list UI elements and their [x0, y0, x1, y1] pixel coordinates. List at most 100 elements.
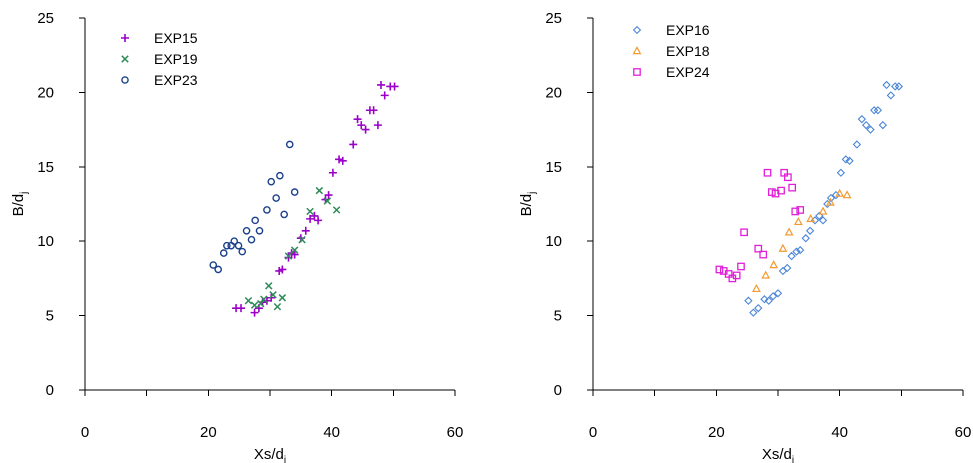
data-point [866, 125, 875, 134]
data-point [769, 260, 779, 269]
data-point [737, 262, 745, 271]
y-tick-label: 20 [545, 84, 562, 101]
data-point [298, 235, 306, 244]
data-point [263, 206, 271, 214]
data-point [764, 296, 773, 305]
data-point [845, 156, 854, 166]
x-tick-label: 0 [589, 424, 597, 441]
legend-marker [121, 55, 129, 63]
data-point [247, 235, 256, 244]
data-point [278, 265, 287, 274]
data-point [349, 140, 358, 149]
x-tick-label: 20 [708, 424, 725, 441]
data-point [290, 246, 299, 254]
data-point [276, 171, 284, 180]
data-point [306, 214, 315, 223]
data-point [324, 191, 333, 200]
data-point [890, 82, 900, 91]
x-tick-label: 0 [81, 424, 89, 441]
data-point [754, 244, 763, 253]
data-point [744, 296, 753, 305]
series-exp15 [232, 80, 399, 317]
data-point [328, 168, 337, 177]
data-point [219, 249, 228, 257]
data-point [269, 291, 277, 299]
data-point [873, 106, 883, 115]
x-tick-label: 40 [831, 424, 848, 441]
data-point [818, 206, 828, 215]
data-point [280, 210, 288, 219]
y-tick-label: 10 [545, 233, 562, 250]
data-point [377, 80, 385, 89]
x-tick-label: 20 [200, 424, 217, 441]
data-point [251, 216, 259, 225]
data-point [290, 250, 299, 259]
data-point [862, 120, 871, 130]
data-point [244, 296, 253, 305]
data-point [763, 168, 772, 177]
data-point [788, 183, 797, 192]
data-point [284, 252, 293, 260]
data-point [301, 226, 310, 235]
data-point [835, 188, 845, 197]
data-point [262, 296, 271, 305]
data-point [761, 270, 771, 279]
legend: EXP15 EXP19 EXP23 [121, 30, 198, 88]
legend: EXP16 EXP18 EXP24 [632, 22, 710, 80]
data-point [831, 190, 841, 200]
x-axis-title: Xs/di [254, 446, 286, 463]
legend-label: EXP23 [154, 72, 198, 88]
data-point [250, 301, 259, 309]
series-exp16 [744, 80, 904, 317]
data-point [390, 82, 399, 91]
data-point [792, 247, 801, 256]
data-point [778, 266, 788, 276]
data-point [749, 308, 758, 317]
data-point [315, 186, 324, 195]
data-point [852, 140, 862, 149]
data-point [740, 228, 748, 237]
data-point [373, 121, 382, 130]
data-point [796, 245, 805, 255]
data-point [369, 106, 378, 115]
data-point [882, 80, 891, 90]
legend-label: EXP19 [154, 51, 198, 67]
y-tick-label: 10 [37, 233, 54, 250]
series-exp18 [752, 188, 852, 293]
data-point [357, 121, 366, 130]
legend-marker [632, 46, 642, 55]
data-point [715, 265, 724, 274]
legend-label: EXP15 [154, 30, 198, 46]
data-point [284, 253, 293, 262]
data-point [878, 120, 888, 130]
legend-label: EXP24 [666, 64, 710, 80]
data-point [759, 250, 768, 259]
legend-marker [633, 68, 641, 76]
data-point [768, 292, 778, 301]
data-point [273, 302, 282, 311]
y-tick-label: 25 [37, 10, 54, 27]
y-axis-title: B/dj [10, 192, 30, 217]
data-point [338, 156, 347, 165]
data-point [783, 263, 792, 273]
data-point [754, 303, 763, 313]
series-exp19 [244, 186, 341, 311]
data-point [272, 194, 280, 202]
legend-marker [632, 25, 642, 35]
data-point [278, 294, 287, 302]
data-point [267, 177, 276, 186]
y-tick-label: 15 [37, 159, 54, 176]
data-point [267, 293, 276, 302]
y-tick-label: 15 [545, 159, 562, 176]
data-point [361, 125, 370, 134]
data-point [791, 207, 800, 216]
data-point [778, 243, 788, 252]
data-point [265, 282, 273, 290]
data-point [826, 193, 836, 203]
data-point [353, 115, 362, 124]
y-tick-label: 20 [37, 84, 54, 101]
chart-panel-2: 0 20 40 60 0 5 10 15 20 25 Xs/di B/dj EXP16 EXP18 EXP2… [518, 10, 971, 463]
data-point [380, 91, 389, 100]
data-point [230, 237, 239, 245]
